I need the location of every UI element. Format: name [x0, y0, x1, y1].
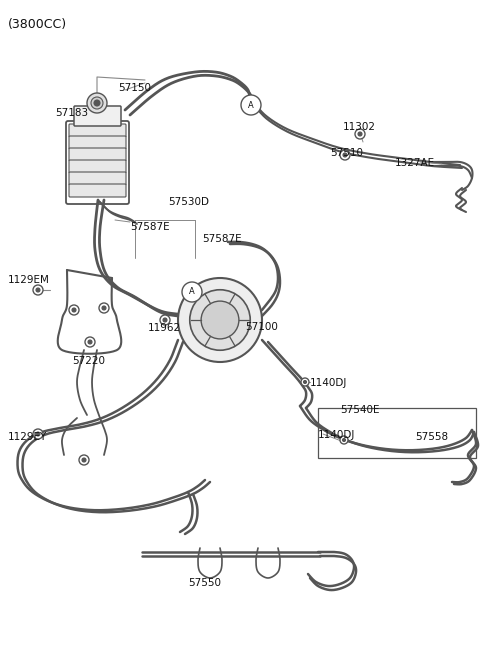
Text: A: A — [248, 100, 254, 110]
Circle shape — [82, 458, 86, 462]
Text: 57530D: 57530D — [168, 197, 209, 207]
Circle shape — [178, 278, 262, 362]
Text: 57550: 57550 — [188, 578, 221, 588]
Circle shape — [343, 438, 346, 441]
Circle shape — [340, 436, 348, 444]
Circle shape — [343, 153, 347, 157]
Text: 1140DJ: 1140DJ — [318, 430, 355, 440]
Circle shape — [163, 318, 167, 322]
Circle shape — [301, 378, 309, 386]
FancyBboxPatch shape — [69, 124, 126, 137]
FancyBboxPatch shape — [69, 136, 126, 149]
Circle shape — [87, 93, 107, 113]
Circle shape — [33, 429, 43, 439]
Circle shape — [182, 282, 202, 302]
Text: 1140DJ: 1140DJ — [310, 378, 348, 388]
Circle shape — [72, 308, 76, 312]
Circle shape — [160, 315, 170, 325]
Circle shape — [303, 380, 307, 384]
Circle shape — [36, 432, 40, 436]
Text: 57150: 57150 — [118, 83, 151, 93]
FancyBboxPatch shape — [74, 106, 121, 126]
Text: 57510: 57510 — [330, 148, 363, 158]
Circle shape — [85, 337, 95, 347]
Text: 11962: 11962 — [148, 323, 181, 333]
Text: 1129EM: 1129EM — [8, 275, 50, 285]
FancyBboxPatch shape — [69, 184, 126, 197]
Circle shape — [88, 340, 92, 344]
Text: 57220: 57220 — [72, 356, 105, 366]
Circle shape — [358, 132, 362, 136]
Text: 57183: 57183 — [55, 108, 88, 118]
Circle shape — [99, 303, 109, 313]
Circle shape — [201, 301, 239, 339]
Text: 57587E: 57587E — [202, 234, 241, 244]
Circle shape — [94, 100, 100, 106]
Text: (3800CC): (3800CC) — [8, 18, 67, 31]
Circle shape — [355, 129, 365, 139]
Circle shape — [69, 305, 79, 315]
Text: 57558: 57558 — [415, 432, 448, 442]
Circle shape — [190, 290, 250, 350]
Text: 11302: 11302 — [343, 122, 376, 132]
FancyBboxPatch shape — [69, 172, 126, 185]
Circle shape — [36, 288, 40, 292]
Text: 1327AE: 1327AE — [395, 158, 435, 168]
Circle shape — [241, 95, 261, 115]
Circle shape — [91, 97, 103, 109]
Text: A: A — [189, 287, 195, 297]
Circle shape — [102, 306, 106, 310]
FancyBboxPatch shape — [69, 160, 126, 173]
Text: 1129EY: 1129EY — [8, 432, 47, 442]
FancyBboxPatch shape — [69, 148, 126, 161]
Text: 57587E: 57587E — [130, 222, 169, 232]
Text: 57540E: 57540E — [340, 405, 380, 415]
Circle shape — [33, 285, 43, 295]
Circle shape — [340, 150, 350, 160]
Text: 57100: 57100 — [245, 322, 278, 332]
Circle shape — [79, 455, 89, 465]
